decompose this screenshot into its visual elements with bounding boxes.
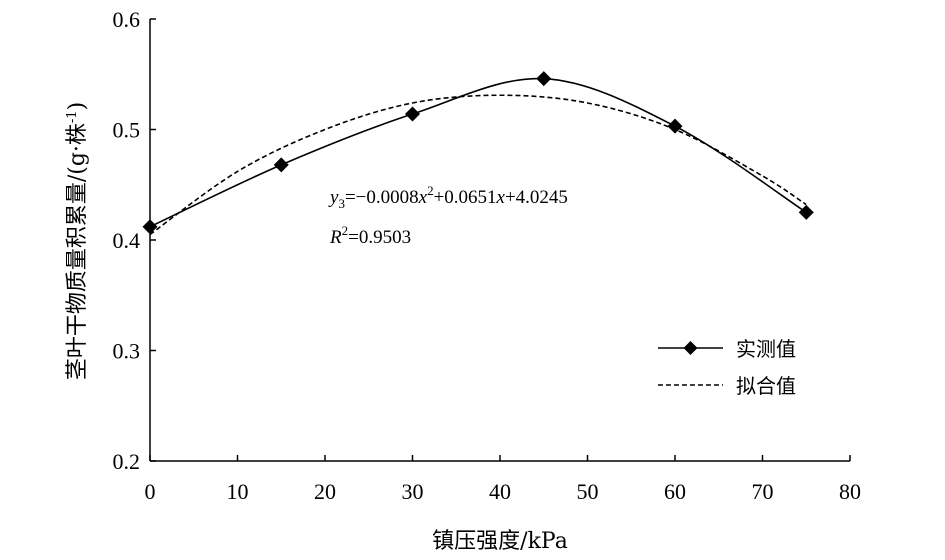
x-tick-label: 70 [752,479,774,504]
observed-point [142,219,158,235]
r2-sup: 2 [342,223,349,238]
y-tick-label: 0.4 [113,228,141,253]
fitted-series-line [149,94,807,236]
y-axis-title-sup: -1 [65,110,80,123]
r2-value: =0.9503 [348,227,411,248]
eq-part-2: +0.0651 [434,187,497,208]
eq-y: y [328,187,339,208]
legend-observed-marker [683,341,698,355]
observed-point [273,157,289,173]
x-tick-label: 80 [839,479,861,504]
y-axis-title: 茎叶干物质量积累量/(g·株-1) [65,102,90,380]
y-tick-label: 0.3 [113,339,141,364]
x-axis-title: 镇压强度/kPa [432,529,568,554]
legend-observed-label: 实测值 [736,337,796,361]
x-tick-label: 20 [314,479,336,504]
x-tick-label: 50 [577,479,599,504]
observed-point [536,71,552,87]
x-tick-label: 40 [489,479,511,504]
r-squared: R2=0.9503 [329,223,411,248]
observed-series-line [149,77,807,228]
eq-y-sub: 3 [338,196,345,211]
x-tick-label: 30 [402,479,424,504]
regression-equation: y3=−0.0008x2+0.0651x+4.0245 [328,183,568,211]
eq-part-3: +4.0245 [505,187,568,208]
eq-x1-sup: 2 [427,183,434,198]
x-tick-label: 10 [227,479,249,504]
observed-point [405,106,420,122]
x-tick-label: 0 [145,479,156,504]
legend: 实测值 拟合值 [658,337,796,398]
y-axis-title-main: 茎叶干物质量积累量/(g·株 [65,123,90,380]
eq-x2: x [496,187,506,208]
y-ticks: 0.2 0.3 0.4 0.5 0.6 [113,7,156,474]
eq-x1: x [418,187,428,208]
y-axis-title-close: ) [65,102,90,111]
observed-points [142,71,814,235]
observed-point [798,204,814,220]
observed-point [667,118,683,134]
y-tick-label: 0.5 [113,118,141,143]
x-ticks: 0 10 20 30 40 50 60 70 80 [145,455,861,504]
r2-r: R [329,227,342,248]
x-tick-label: 60 [664,479,686,504]
legend-fitted-label: 拟合值 [736,374,796,398]
y-tick-label: 0.6 [113,7,141,32]
eq-part-1: =−0.0008 [345,187,419,208]
y-tick-label: 0.2 [113,449,141,474]
